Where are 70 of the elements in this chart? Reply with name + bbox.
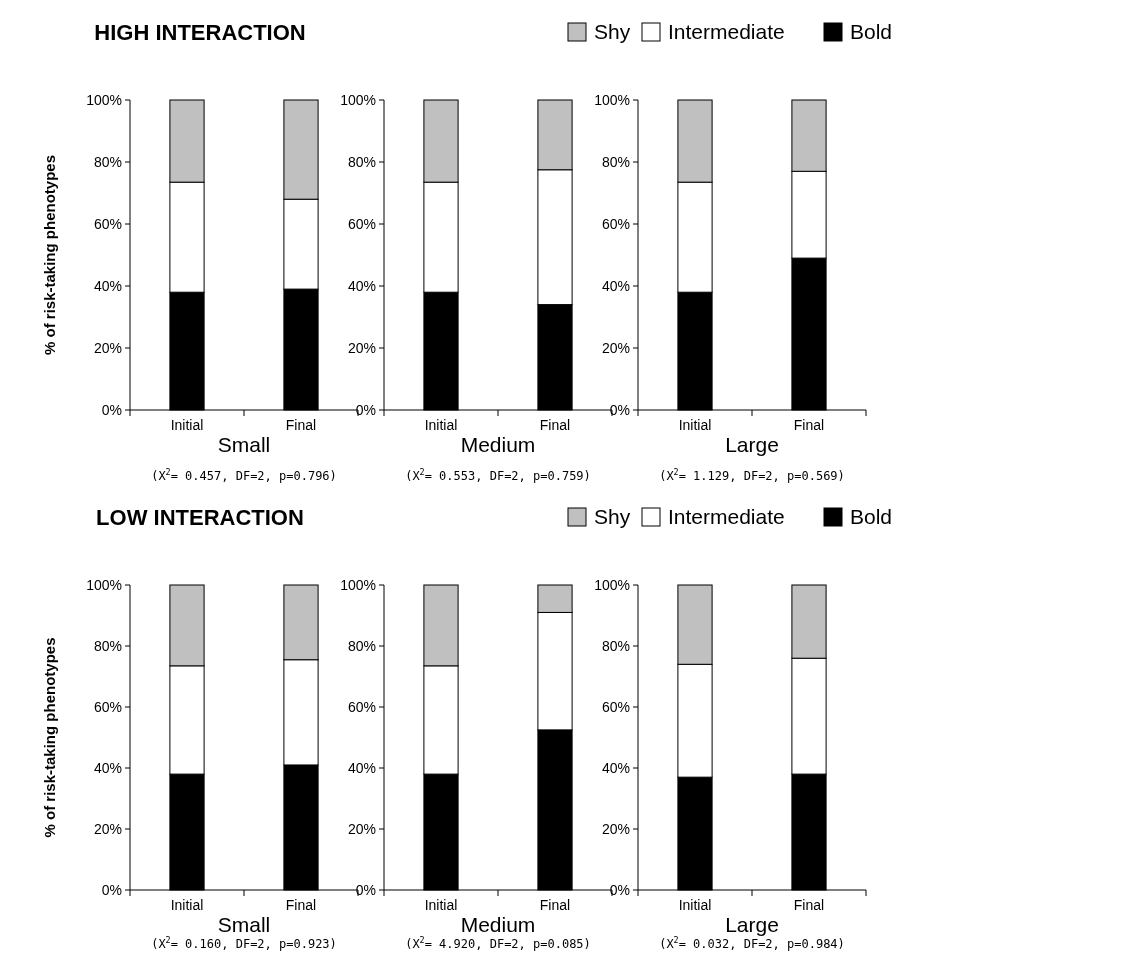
y-tick-label: 20% [601, 339, 630, 356]
x-tick-label: Initial [424, 417, 458, 433]
y-tick-label: 20% [93, 820, 122, 837]
x-axis-title: Large [725, 913, 779, 936]
x-tick-label: Final [793, 897, 825, 913]
chart-title: LOW INTERACTION [96, 505, 304, 530]
y-tick-label: 0% [101, 401, 122, 418]
x-tick-label: Initial [170, 417, 204, 433]
y-tick-label: 100% [594, 576, 630, 593]
x-tick-label: Initial [678, 417, 712, 433]
y-tick-label: 60% [347, 698, 376, 715]
legend-label: Shy [594, 20, 631, 43]
y-tick-label: 40% [93, 759, 122, 776]
legend-label: Bold [850, 20, 893, 43]
y-tick-label: 100% [340, 91, 376, 108]
x-tick-label: Initial [678, 897, 712, 913]
y-tick-label: 40% [601, 277, 630, 294]
x-tick-label: Initial [424, 897, 458, 913]
y-tick-label: 0% [355, 401, 376, 418]
y-tick-label: 20% [347, 820, 376, 837]
x-axis-title: Medium [460, 913, 536, 936]
x-tick-label: Final [285, 897, 317, 913]
y-tick-label: 80% [347, 153, 376, 170]
x-axis-title: Small [217, 433, 271, 456]
y-tick-label: 100% [340, 576, 376, 593]
y-tick-label: 20% [601, 820, 630, 837]
y-tick-label: 40% [347, 759, 376, 776]
text: (X$^{2}$= 4.920, DF=2, p=0.085) [405, 935, 591, 951]
y-tick-label: 40% [601, 759, 630, 776]
y-tick-label: 60% [601, 215, 630, 232]
x-tick-label: Final [539, 417, 571, 433]
y-tick-label: 80% [93, 637, 122, 654]
y-axis-title: % of risk-taking phenotypes [41, 154, 58, 356]
y-tick-label: 60% [93, 215, 122, 232]
y-tick-label: 80% [601, 153, 630, 170]
y-axis-title: % of risk-taking phenotypes [41, 637, 58, 838]
y-tick-label: 60% [93, 698, 122, 715]
text: (X$^{2}$= 0.457, DF=2, p=0.796) [151, 467, 337, 483]
y-tick-label: 100% [86, 91, 122, 108]
y-tick-label: 60% [347, 215, 376, 232]
y-tick-label: 20% [347, 339, 376, 356]
legend-label: Intermediate [668, 20, 785, 43]
legend-label: Intermediate [668, 505, 785, 528]
y-tick-label: 100% [594, 91, 630, 108]
text: (X$^{2}$= 0.160, DF=2, p=0.923) [151, 935, 337, 951]
y-tick-label: 80% [93, 153, 122, 170]
x-tick-label: Initial [170, 897, 204, 913]
text: (X$^{2}$= 0.553, DF=2, p=0.759) [405, 467, 591, 483]
legend-label: Bold [850, 505, 893, 528]
chart-title: HIGH INTERACTION [94, 20, 306, 45]
y-tick-label: 0% [609, 401, 630, 418]
y-tick-label: 40% [93, 277, 122, 294]
x-tick-label: Final [793, 417, 825, 433]
x-axis-title: Large [725, 433, 779, 456]
y-tick-label: 20% [93, 339, 122, 356]
y-tick-label: 60% [601, 698, 630, 715]
y-tick-label: 40% [347, 277, 376, 294]
x-axis-title: Medium [460, 433, 536, 456]
x-axis-title: Small [217, 913, 271, 936]
x-tick-label: Final [539, 897, 571, 913]
y-tick-label: 0% [101, 881, 122, 898]
y-tick-label: 80% [601, 637, 630, 654]
y-tick-label: 80% [347, 637, 376, 654]
text: (X$^{2}$= 1.129, DF=2, p=0.569) [659, 467, 845, 483]
y-tick-label: 100% [86, 576, 122, 593]
text: (X$^{2}$= 0.032, DF=2, p=0.984) [659, 935, 845, 951]
y-tick-label: 0% [609, 881, 630, 898]
legend-label: Shy [594, 505, 631, 528]
x-tick-label: Final [285, 417, 317, 433]
y-tick-label: 0% [355, 881, 376, 898]
